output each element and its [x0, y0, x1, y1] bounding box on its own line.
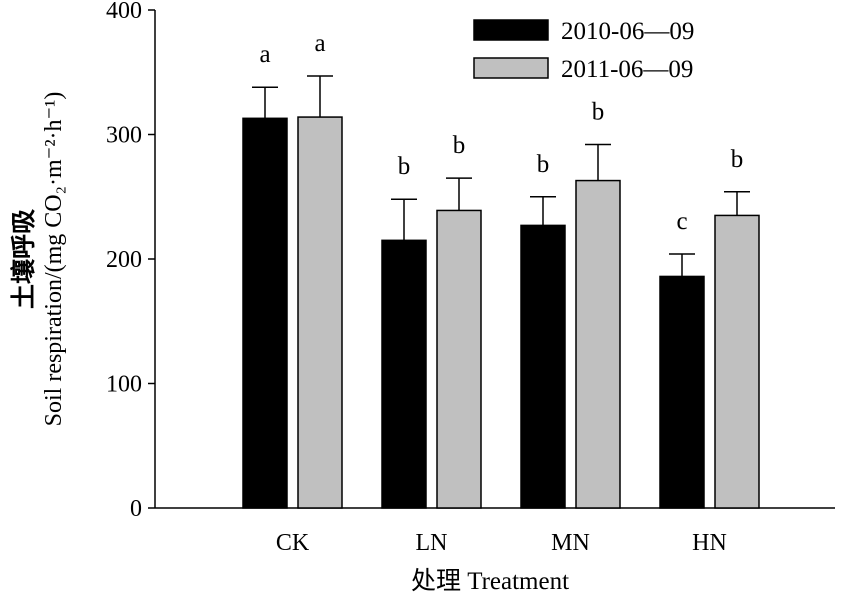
significance-letter: c: [676, 208, 687, 235]
y-tick-label: 300: [106, 123, 142, 149]
y-ticks: 0 100 200 300 400: [106, 0, 155, 522]
legend-swatch: [473, 19, 549, 41]
x-tick-label: HN: [692, 530, 727, 556]
y-tick-label: 400: [106, 0, 142, 24]
bar-ln-1: [381, 239, 427, 509]
significance-letter: b: [731, 146, 744, 173]
error-bars: [252, 75, 750, 277]
significance-letter: a: [314, 30, 325, 57]
y-axis-label: 土壤呼吸 Soil respiration/(mg CO₂·m⁻²·h⁻¹): [9, 92, 67, 427]
y-tick-label: 200: [106, 247, 142, 273]
significance-letter: a: [259, 41, 270, 68]
legend-label: 2010-06—09: [561, 18, 694, 45]
bar-ck-2: [297, 116, 343, 509]
y-axis-label-en: Soil respiration/(mg CO₂·m⁻²·h⁻¹): [41, 92, 67, 427]
bar-ck-1: [242, 117, 288, 509]
significance-letter: b: [453, 132, 466, 159]
bar-hn-1: [659, 275, 705, 509]
x-axis-label: 处理 Treatment: [411, 567, 569, 595]
bar-mn-1: [520, 224, 566, 509]
bar-hn-2: [714, 214, 760, 509]
legend-swatch: [473, 57, 549, 79]
significance-letter: b: [398, 153, 411, 180]
significance-letters: a a b b b b c b: [259, 30, 743, 235]
legend: 2010-06—09 2011-06—09: [473, 18, 694, 83]
bar-mn-2: [575, 179, 621, 509]
bars: [242, 116, 760, 509]
legend-label: 2011-06—09: [561, 56, 693, 83]
x-tick-label: LN: [416, 530, 448, 556]
bar-ln-2: [436, 209, 482, 509]
y-tick-label: 0: [130, 496, 142, 522]
x-tick-label: MN: [551, 530, 590, 556]
significance-letter: b: [592, 98, 605, 125]
significance-letter: b: [537, 151, 550, 178]
y-axis-label-cn: 土壤呼吸: [9, 209, 38, 309]
x-tick-labels: CK LN MN HN: [276, 530, 727, 556]
y-tick-label: 100: [106, 372, 142, 398]
x-tick-label: CK: [276, 530, 310, 556]
